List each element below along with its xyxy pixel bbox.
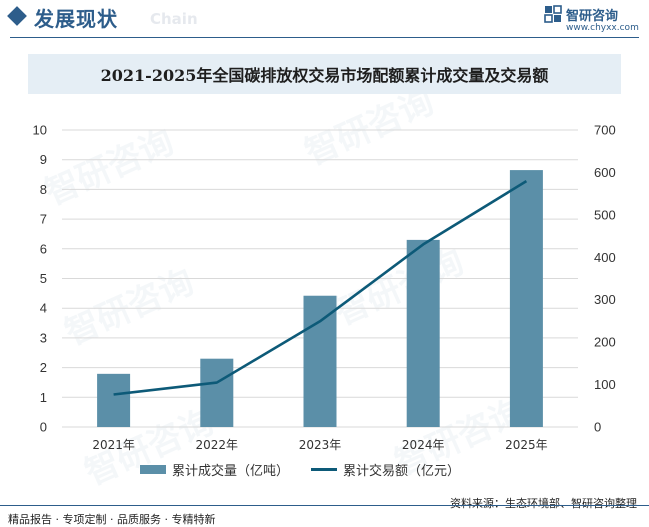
bar-volume xyxy=(509,170,543,427)
y-right-tick-label: 300 xyxy=(594,292,616,307)
y-right-tick-label: 700 xyxy=(594,123,616,138)
y-left-tick-label: 0 xyxy=(40,420,47,435)
x-category-label: 2024年 xyxy=(402,438,445,452)
y-left-tick-label: 9 xyxy=(40,152,47,167)
legend-line-swatch xyxy=(311,467,338,471)
logo-icon xyxy=(544,5,562,23)
x-axis: 2021年 2022年 2023年 2024年 2025年 xyxy=(92,438,547,452)
legend-label-volume: 累计成交量（亿吨） xyxy=(172,463,290,479)
y-axis-left: 0 1 2 3 4 5 6 7 8 9 10 xyxy=(33,123,47,435)
footer-slogan: 精品报告 · 专项定制 · 品质服务 · 专精特新 xyxy=(8,513,216,526)
x-category-label: 2025年 xyxy=(505,438,548,452)
logo-name: 智研咨询 xyxy=(566,9,619,24)
section-title-en: Chain xyxy=(150,10,198,28)
legend-item-volume: 累计成交量（亿吨） xyxy=(140,460,289,479)
section-title: 发展现状 xyxy=(34,7,118,31)
logo-url: www.chyxx.com xyxy=(566,23,639,33)
y-left-tick-label: 7 xyxy=(40,212,47,227)
y-left-tick-label: 10 xyxy=(33,123,47,138)
y-right-tick-label: 400 xyxy=(594,250,616,265)
x-category-label: 2021年 xyxy=(92,438,135,452)
bar-volume xyxy=(97,373,131,427)
y-right-tick-label: 600 xyxy=(594,165,616,180)
y-right-tick-label: 500 xyxy=(594,207,616,222)
data-source: 资料来源：生态环境部、智研咨询整理 xyxy=(450,497,637,510)
chart-title-band: 2021-2025年全国碳排放权交易市场配额累计成交量及交易额 xyxy=(28,54,621,94)
y-axis-right: 0 100 200 300 400 500 600 700 xyxy=(594,123,616,435)
bar-volume xyxy=(303,295,337,427)
x-category-label: 2022年 xyxy=(196,438,239,452)
page-header: 发展现状 Chain 智研咨询 www.chyxx.com xyxy=(0,0,649,36)
y-right-tick-label: 0 xyxy=(594,420,601,435)
legend-bar-swatch xyxy=(140,464,166,474)
y-left-tick-label: 6 xyxy=(40,241,47,256)
legend-item-amount: 累计交易额（亿元） xyxy=(311,460,460,479)
bar-layer xyxy=(97,170,543,427)
header-divider xyxy=(10,37,639,38)
bar-volume xyxy=(406,239,440,427)
y-left-tick-label: 5 xyxy=(40,271,47,286)
y-left-tick-label: 3 xyxy=(40,330,47,345)
y-right-tick-label: 100 xyxy=(594,377,616,392)
line-layer xyxy=(113,180,528,396)
bar-volume xyxy=(200,358,234,427)
y-right-tick-label: 200 xyxy=(594,335,616,350)
y-left-tick-label: 1 xyxy=(40,390,47,405)
y-left-tick-label: 4 xyxy=(40,301,47,316)
footer-divider xyxy=(0,505,649,506)
legend-label-amount: 累计交易额（亿元） xyxy=(343,463,461,479)
x-category-label: 2023年 xyxy=(299,438,342,452)
brand-logo: 智研咨询 www.chyxx.com xyxy=(544,4,639,36)
y-left-tick-label: 2 xyxy=(40,360,47,375)
chart-legend: 累计成交量（亿吨） 累计交易额（亿元） xyxy=(140,460,520,479)
line-amount xyxy=(113,180,528,396)
y-left-tick-label: 8 xyxy=(40,182,47,197)
chart-title: 2021-2025年全国碳排放权交易市场配额累计成交量及交易额 xyxy=(100,66,549,85)
